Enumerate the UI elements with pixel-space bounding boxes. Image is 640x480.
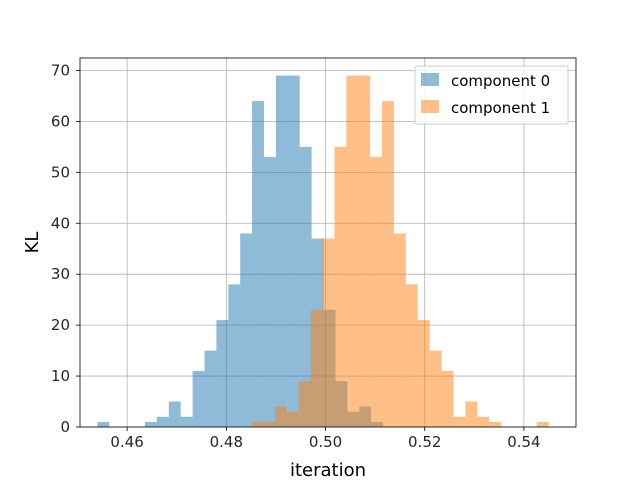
y-axis-ticks: 0 10 20 30 40 50 60 70 bbox=[51, 61, 80, 436]
y-tick-label: 70 bbox=[51, 61, 70, 79]
bar-component-0-bin-5 bbox=[156, 416, 169, 427]
bar-component-1-bin-14 bbox=[417, 320, 430, 427]
histogram-bars bbox=[97, 75, 549, 428]
bar-component-1-bin-15 bbox=[429, 350, 442, 427]
series-component-1 bbox=[251, 75, 549, 428]
bar-component-1-bin-19 bbox=[477, 416, 490, 427]
x-tick-label: 0.52 bbox=[408, 433, 441, 451]
bar-component-0-bin-13 bbox=[252, 101, 265, 428]
y-tick-label: 50 bbox=[51, 163, 70, 181]
bar-component-0-bin-0 bbox=[97, 421, 110, 427]
bar-component-0-bin-4 bbox=[144, 421, 157, 427]
x-axis-label: iteration bbox=[290, 460, 366, 480]
legend-swatch-component-1 bbox=[421, 100, 439, 113]
bar-component-1-bin-5 bbox=[310, 309, 323, 427]
bar-component-0-bin-9 bbox=[204, 350, 217, 427]
x-axis-ticks: 0.46 0.48 0.50 0.52 0.54 bbox=[110, 427, 541, 451]
x-tick-label: 0.48 bbox=[210, 433, 243, 451]
y-tick-label: 20 bbox=[51, 316, 70, 334]
bar-component-1-bin-20 bbox=[489, 421, 502, 427]
bar-component-0-bin-11 bbox=[228, 284, 241, 427]
bar-component-1-bin-13 bbox=[405, 284, 418, 427]
x-tick-label: 0.54 bbox=[507, 433, 540, 451]
x-tick-label: 0.46 bbox=[110, 433, 143, 451]
bar-component-1-bin-6 bbox=[322, 238, 335, 427]
bar-component-1-bin-18 bbox=[465, 401, 478, 427]
bar-component-0-bin-12 bbox=[240, 233, 253, 427]
y-tick-label: 10 bbox=[51, 367, 70, 385]
bar-component-0-bin-7 bbox=[180, 416, 193, 427]
bar-component-1-bin-7 bbox=[334, 146, 347, 427]
legend-box bbox=[414, 65, 569, 125]
bar-component-1-bin-2 bbox=[274, 406, 287, 427]
bar-component-1-bin-1 bbox=[263, 421, 275, 427]
y-tick-label: 60 bbox=[51, 112, 70, 130]
legend-label-component-1: component 1 bbox=[451, 99, 550, 117]
legend-label-component-0: component 0 bbox=[451, 72, 550, 90]
bar-component-0-bin-10 bbox=[216, 320, 229, 427]
x-tick-label: 0.50 bbox=[309, 433, 342, 451]
bar-component-0-bin-16 bbox=[287, 75, 300, 428]
bar-component-0-bin-17 bbox=[299, 146, 312, 427]
bar-component-1-bin-17 bbox=[453, 416, 466, 427]
bar-component-0-bin-14 bbox=[264, 157, 276, 427]
bar-component-1-bin-12 bbox=[393, 233, 406, 427]
bar-component-0-bin-8 bbox=[192, 370, 205, 427]
bar-component-1-bin-10 bbox=[370, 157, 383, 427]
bar-component-1-bin-0 bbox=[251, 421, 264, 427]
bar-component-1-bin-11 bbox=[382, 101, 394, 428]
legend-swatch-component-0 bbox=[421, 73, 439, 86]
bar-component-1-bin-3 bbox=[286, 411, 299, 427]
bar-component-1-bin-4 bbox=[298, 381, 311, 427]
bar-component-1-bin-16 bbox=[441, 370, 454, 427]
y-tick-label: 0 bbox=[60, 418, 70, 436]
bar-component-1-bin-24 bbox=[536, 421, 549, 427]
plot-frame bbox=[79, 57, 577, 428]
y-tick-label: 30 bbox=[51, 265, 70, 283]
y-axis-label: KL bbox=[22, 232, 43, 254]
bar-component-0-bin-6 bbox=[168, 401, 181, 427]
y-tick-label: 40 bbox=[51, 214, 70, 232]
legend: component 0 component 1 bbox=[414, 65, 569, 125]
bar-component-0-bin-15 bbox=[275, 75, 288, 428]
bar-component-1-bin-9 bbox=[358, 75, 371, 428]
bar-component-1-bin-8 bbox=[346, 75, 359, 428]
